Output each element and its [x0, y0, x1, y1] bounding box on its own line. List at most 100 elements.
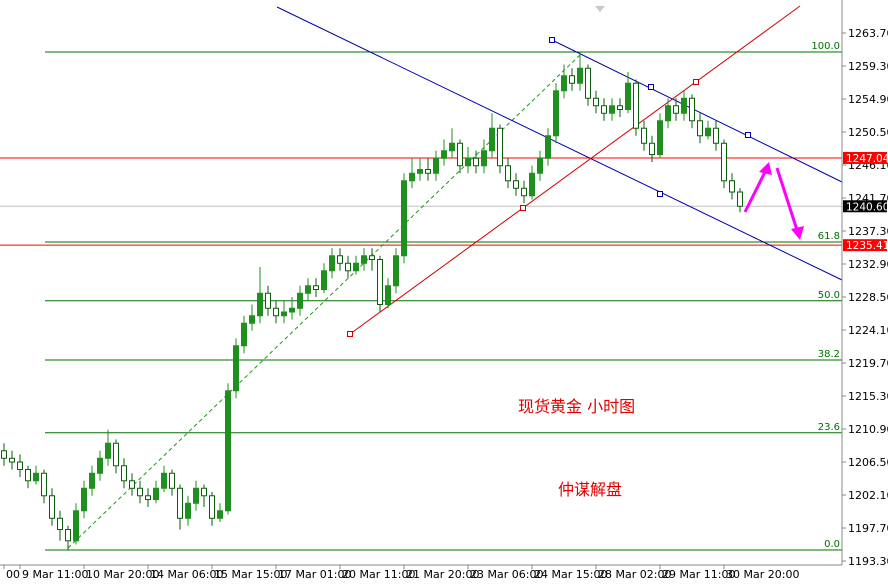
- x-tick-label: 14 Mar 06:00: [150, 568, 223, 581]
- candle-body: [49, 495, 55, 519]
- candle-body: [545, 135, 551, 159]
- x-tick-label: 29 Mar 11:00: [662, 568, 735, 581]
- candle-body: [137, 487, 143, 497]
- candle-body: [289, 307, 295, 313]
- candle-body: [513, 180, 519, 189]
- candle-body: [585, 67, 591, 99]
- candle-body: [697, 120, 703, 137]
- candle-body: [33, 472, 39, 482]
- x-tick-label: 17 Mar 01:00: [278, 568, 351, 581]
- x-tick-label: 23 Mar 06:00: [470, 568, 543, 581]
- arrow-down: [775, 167, 799, 231]
- annotation: 仲谋解盘: [558, 480, 622, 499]
- y-tick-label: 1237.30: [848, 225, 888, 238]
- x-tick-label: 10 Mar 20:00: [86, 568, 159, 581]
- candle-body: [353, 262, 359, 272]
- candle-body: [217, 510, 223, 519]
- candle-body: [281, 311, 287, 317]
- axes: 1263.701259.301254.901250.501246.101241.…: [3, 27, 888, 581]
- y-tick-label: 1259.30: [848, 60, 888, 73]
- candle-body: [529, 172, 535, 197]
- x-tick-label: 20 Mar 11:00: [342, 568, 415, 581]
- candle-body: [273, 307, 279, 317]
- candle-body: [209, 495, 215, 519]
- channel-line: [276, 6, 843, 281]
- candle-body: [441, 150, 447, 159]
- y-tick-label: 1250.50: [848, 126, 888, 139]
- candle-body: [361, 255, 367, 264]
- anchor: [693, 79, 699, 85]
- x-tick-label: 30 Mar 20:00: [726, 568, 799, 581]
- x-tick-label: 00: [6, 568, 20, 581]
- candle-body: [313, 285, 319, 291]
- candle-body: [489, 127, 495, 152]
- y-tick-label: 1215.30: [848, 390, 888, 403]
- candle-body: [449, 142, 455, 152]
- anchor: [347, 331, 353, 337]
- candle-body: [9, 457, 15, 463]
- price-label: 1235.41: [846, 240, 888, 252]
- anchor: [520, 205, 526, 211]
- x-tick-label: 21 Mar 20:00: [406, 568, 479, 581]
- candle-body: [97, 457, 103, 474]
- y-tick-label: 1228.50: [848, 291, 888, 304]
- candle-body: [297, 292, 303, 309]
- candle-body: [65, 529, 71, 542]
- candle-body: [433, 157, 439, 174]
- candle-body: [73, 510, 79, 542]
- candle-body: [185, 502, 191, 519]
- candle-body: [641, 127, 647, 144]
- candle-body: [377, 259, 383, 306]
- candle-body: [625, 82, 631, 111]
- candle-body: [481, 150, 487, 167]
- y-tick-label: 1193.30: [848, 555, 888, 568]
- candle-body: [145, 495, 151, 501]
- candle-body: [89, 472, 95, 489]
- candle-body: [113, 442, 119, 467]
- candle-body: [649, 142, 655, 156]
- fib-label: 0.0: [824, 539, 840, 550]
- candle-body: [201, 487, 207, 497]
- fib-label: 61.8: [818, 231, 840, 242]
- candle-body: [409, 172, 415, 182]
- candle-body: [257, 292, 263, 317]
- candle-body: [633, 82, 639, 129]
- price-label: 1247.04: [846, 153, 888, 165]
- y-tick-label: 1254.90: [848, 93, 888, 106]
- y-tick-label: 1210.90: [848, 423, 888, 436]
- candle-body: [337, 255, 343, 264]
- x-tick-label: 24 Mar 15:00: [534, 568, 607, 581]
- candle-body: [425, 169, 431, 174]
- candle-body: [321, 270, 327, 291]
- candle-body: [25, 469, 31, 482]
- y-tick-label: 1224.10: [848, 324, 888, 337]
- price-lines: [0, 157, 842, 246]
- candle-body: [593, 97, 599, 107]
- y-tick-label: 1197.70: [848, 522, 888, 535]
- candle-body: [729, 180, 735, 193]
- candle-body: [657, 120, 663, 156]
- fib-label: 50.0: [818, 290, 840, 301]
- candle-body: [249, 315, 255, 324]
- candle-body: [129, 480, 135, 489]
- candle-body: [233, 345, 239, 392]
- candle-body: [1, 450, 7, 459]
- candle-body: [473, 157, 479, 167]
- candle-body: [689, 97, 695, 122]
- arrow-up: [743, 169, 768, 213]
- anchor: [745, 132, 751, 138]
- candle-body: [385, 285, 391, 306]
- candle-body: [81, 487, 87, 512]
- y-tick-label: 1219.70: [848, 357, 888, 370]
- fibonacci: 100.0 61.8 50.0 38.2 23.6 0.0: [45, 41, 842, 551]
- fib-label: 23.6: [818, 422, 840, 433]
- candle-body: [705, 127, 711, 137]
- candle-body: [369, 255, 375, 261]
- candle-body: [345, 262, 351, 272]
- y-tick-label: 1263.70: [848, 27, 888, 40]
- candle-body: [673, 105, 679, 114]
- candle-body: [329, 255, 335, 272]
- candle-body: [665, 105, 671, 122]
- candle-body: [505, 165, 511, 182]
